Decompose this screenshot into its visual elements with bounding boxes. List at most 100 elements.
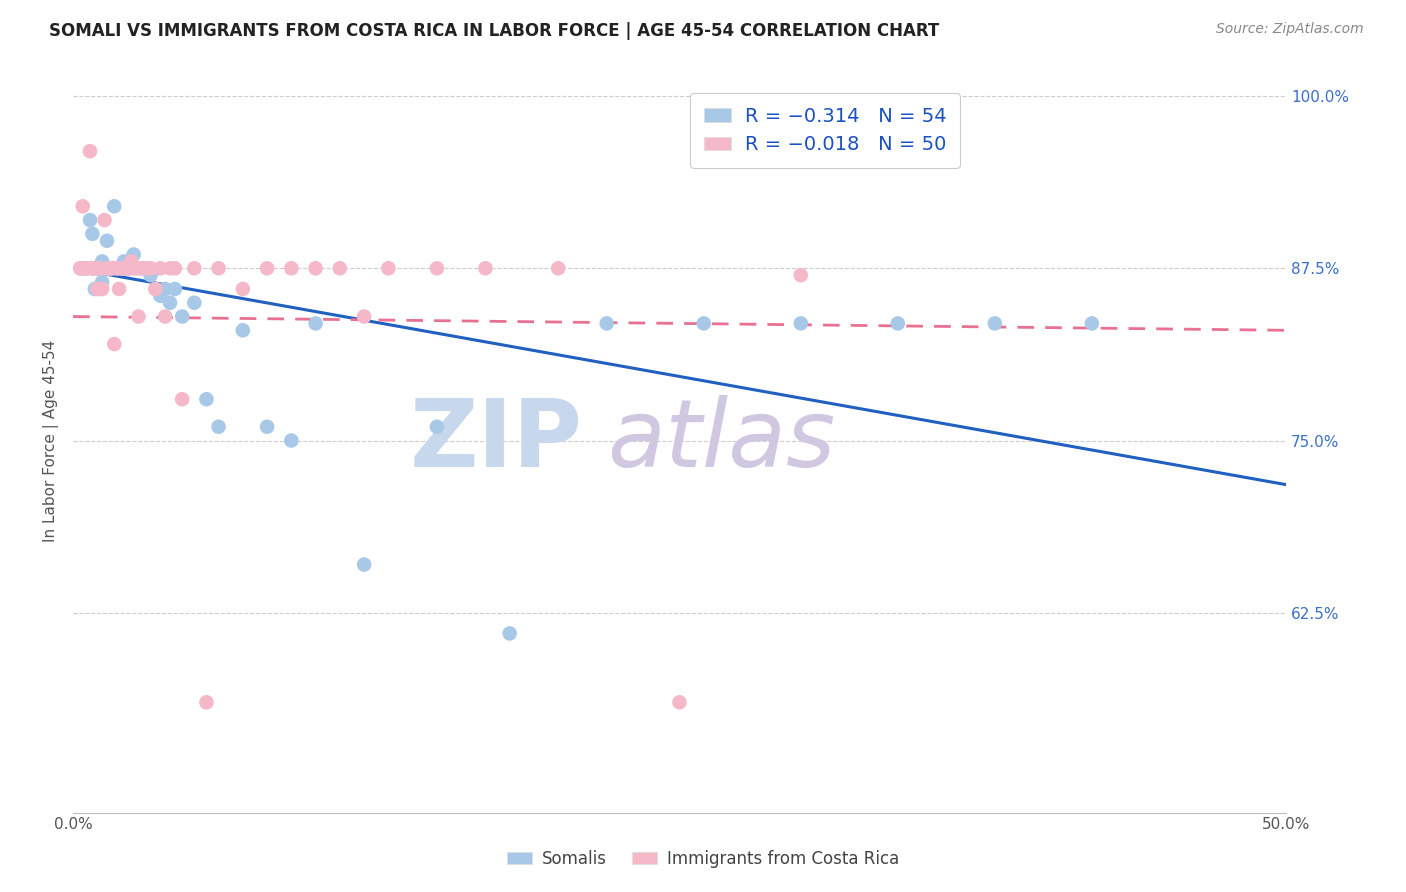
- Point: [103, 199, 125, 213]
- Point: [304, 261, 326, 276]
- Point: [105, 261, 128, 276]
- Point: [112, 261, 135, 276]
- Point: [153, 282, 176, 296]
- Point: [125, 261, 148, 276]
- Point: [125, 261, 148, 276]
- Point: [256, 419, 278, 434]
- Point: [195, 695, 218, 709]
- Y-axis label: In Labor Force | Age 45-54: In Labor Force | Age 45-54: [44, 339, 59, 541]
- Point: [693, 317, 716, 331]
- Text: SOMALI VS IMMIGRANTS FROM COSTA RICA IN LABOR FORCE | AGE 45-54 CORRELATION CHAR: SOMALI VS IMMIGRANTS FROM COSTA RICA IN …: [49, 22, 939, 40]
- Point: [280, 434, 302, 448]
- Point: [112, 254, 135, 268]
- Point: [122, 247, 145, 261]
- Point: [195, 392, 218, 407]
- Point: [69, 261, 91, 276]
- Point: [75, 261, 97, 276]
- Point: [207, 261, 229, 276]
- Point: [128, 310, 150, 324]
- Point: [353, 310, 375, 324]
- Point: [69, 261, 91, 276]
- Point: [96, 261, 118, 276]
- Point: [256, 261, 278, 276]
- Point: [353, 558, 375, 572]
- Point: [83, 282, 105, 296]
- Point: [135, 261, 157, 276]
- Point: [145, 282, 167, 296]
- Point: [96, 234, 118, 248]
- Point: [474, 261, 496, 276]
- Point: [426, 419, 449, 434]
- Point: [207, 419, 229, 434]
- Point: [98, 261, 121, 276]
- Point: [86, 261, 108, 276]
- Point: [91, 254, 114, 268]
- Point: [139, 261, 162, 276]
- Point: [668, 695, 690, 709]
- Point: [120, 254, 142, 268]
- Point: [86, 261, 108, 276]
- Point: [96, 261, 118, 276]
- Point: [103, 337, 125, 351]
- Point: [145, 282, 167, 296]
- Point: [115, 261, 138, 276]
- Point: [790, 268, 813, 283]
- Point: [129, 261, 152, 276]
- Point: [183, 295, 205, 310]
- Point: [426, 261, 449, 276]
- Text: Source: ZipAtlas.com: Source: ZipAtlas.com: [1216, 22, 1364, 37]
- Text: atlas: atlas: [607, 395, 835, 486]
- Point: [93, 261, 115, 276]
- Point: [122, 261, 145, 276]
- Point: [172, 392, 194, 407]
- Point: [118, 261, 141, 276]
- Point: [1081, 317, 1104, 331]
- Point: [790, 317, 813, 331]
- Point: [98, 261, 121, 276]
- Point: [83, 261, 105, 276]
- Point: [86, 282, 108, 296]
- Point: [86, 261, 108, 276]
- Point: [129, 261, 152, 276]
- Point: [163, 261, 186, 276]
- Point: [110, 261, 132, 276]
- Point: [139, 268, 162, 283]
- Point: [596, 317, 619, 331]
- Point: [72, 261, 94, 276]
- Point: [76, 261, 98, 276]
- Legend: R = −0.314   N = 54, R = −0.018   N = 50: R = −0.314 N = 54, R = −0.018 N = 50: [690, 93, 960, 168]
- Point: [101, 261, 124, 276]
- Point: [280, 261, 302, 276]
- Point: [887, 317, 910, 331]
- Point: [79, 144, 101, 158]
- Point: [89, 282, 111, 296]
- Point: [304, 317, 326, 331]
- Point: [984, 317, 1007, 331]
- Point: [183, 261, 205, 276]
- Point: [75, 261, 97, 276]
- Point: [98, 261, 121, 276]
- Point: [82, 227, 104, 241]
- Point: [91, 275, 114, 289]
- Point: [89, 261, 111, 276]
- Point: [149, 261, 172, 276]
- Point: [232, 282, 254, 296]
- Point: [101, 261, 124, 276]
- Point: [82, 261, 104, 276]
- Point: [163, 282, 186, 296]
- Point: [377, 261, 399, 276]
- Point: [91, 282, 114, 296]
- Point: [135, 261, 157, 276]
- Point: [172, 310, 194, 324]
- Point: [105, 261, 128, 276]
- Point: [329, 261, 352, 276]
- Point: [76, 261, 98, 276]
- Point: [118, 261, 141, 276]
- Legend: Somalis, Immigrants from Costa Rica: Somalis, Immigrants from Costa Rica: [501, 844, 905, 875]
- Point: [232, 323, 254, 337]
- Point: [159, 261, 181, 276]
- Point: [159, 295, 181, 310]
- Point: [89, 261, 111, 276]
- Point: [547, 261, 569, 276]
- Point: [115, 261, 138, 276]
